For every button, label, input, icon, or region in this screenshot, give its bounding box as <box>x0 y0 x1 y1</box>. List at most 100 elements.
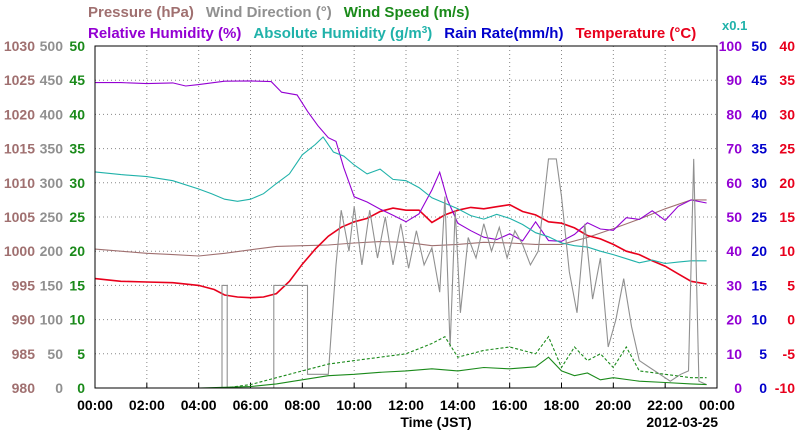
tick-temperature: 40 <box>779 38 795 54</box>
tick-wind-speed: 0 <box>77 380 85 396</box>
tick-wind-speed: 25 <box>69 209 85 225</box>
series-lines <box>94 80 707 389</box>
x-tick-label: 04:00 <box>181 397 217 413</box>
tick-relative-humidity: 80 <box>726 106 742 122</box>
tick-wind-direction: 100 <box>40 312 64 328</box>
tick-relative-humidity: 30 <box>726 277 742 293</box>
tick-pressure: 1020 <box>4 106 35 122</box>
tick-pressure: 980 <box>12 380 36 396</box>
tick-wind-direction: 300 <box>40 175 64 191</box>
tick-wind-speed: 40 <box>69 106 85 122</box>
x-axis-title: Time (JST) <box>400 414 471 430</box>
tick-wind-speed: 30 <box>69 175 85 191</box>
tick-rain-rate: 20 <box>751 243 767 259</box>
tick-wind-direction: 350 <box>40 141 64 157</box>
x-tick-label: 16:00 <box>492 397 528 413</box>
tick-temperature: 0 <box>787 312 795 328</box>
plot-frame <box>94 45 718 389</box>
tick-pressure: 995 <box>12 277 36 293</box>
tick-wind-direction: 0 <box>55 380 63 396</box>
tick-relative-humidity: 10 <box>726 346 742 362</box>
tick-wind-direction: 500 <box>40 38 64 54</box>
legend-entry: Pressure (hPa) <box>88 4 194 21</box>
tick-pressure: 1010 <box>4 175 35 191</box>
tick-rain-rate: 40 <box>751 106 767 122</box>
tick-temperature: 20 <box>779 175 795 191</box>
tick-pressure: 1030 <box>4 38 35 54</box>
legend-entry: Relative Humidity (%) <box>88 25 241 42</box>
right-scale-note: x0.1 <box>722 18 747 33</box>
tick-pressure: 985 <box>12 346 36 362</box>
tick-temperature: 5 <box>787 277 795 293</box>
right-axes: 1009080706050403020100504540353025201510… <box>719 38 796 396</box>
tick-temperature: 15 <box>779 209 795 225</box>
x-tick-label: 20:00 <box>595 397 631 413</box>
tick-pressure: 1025 <box>4 72 35 88</box>
tick-wind-speed: 10 <box>69 312 85 328</box>
x-tick-label: 14:00 <box>440 397 476 413</box>
tick-temperature: 10 <box>779 243 795 259</box>
x-tick-label: 18:00 <box>544 397 580 413</box>
series-temperature <box>94 203 707 299</box>
tick-relative-humidity: 100 <box>719 38 743 54</box>
left-axes: 1030102510201015101010051000995990985980… <box>4 38 85 396</box>
tick-rain-rate: 30 <box>751 175 767 191</box>
tick-wind-speed: 35 <box>69 141 85 157</box>
tick-wind-direction: 450 <box>40 72 64 88</box>
legend-entry: Wind Speed (m/s) <box>344 4 470 21</box>
tick-pressure: 990 <box>12 312 36 328</box>
x-tick-label: 06:00 <box>233 397 269 413</box>
tick-rain-rate: 0 <box>759 380 767 396</box>
tick-temperature: 35 <box>779 72 795 88</box>
tick-rain-rate: 15 <box>751 277 767 293</box>
tick-pressure: 1015 <box>4 141 35 157</box>
x-tick-label: 22:00 <box>647 397 683 413</box>
x-axis-ticks: 00:00 02:00 04:00 06:00 08:00 10:00 12:00 14:00… <box>77 383 735 413</box>
tick-relative-humidity: 70 <box>726 141 742 157</box>
legend-entry: Temperature (°C) <box>575 25 696 42</box>
series-wind-direction <box>95 158 707 389</box>
tick-wind-direction: 250 <box>40 209 64 225</box>
x-tick-label: 00:00 <box>77 397 113 413</box>
tick-wind-direction: 150 <box>40 277 64 293</box>
grid <box>95 46 717 388</box>
tick-wind-direction: 400 <box>40 106 64 122</box>
x-tick-label: 02:00 <box>129 397 165 413</box>
tick-wind-speed: 5 <box>77 346 85 362</box>
series-wind-speed <box>95 356 707 389</box>
tick-relative-humidity: 0 <box>734 380 742 396</box>
tick-relative-humidity: 60 <box>726 175 742 191</box>
x-tick-label: 08:00 <box>284 397 320 413</box>
tick-wind-direction: 50 <box>47 346 63 362</box>
series-absolute-humidity <box>94 136 707 265</box>
x-tick-label: 10:00 <box>336 397 372 413</box>
tick-wind-speed: 15 <box>69 277 85 293</box>
date-label: 2012-03-25 <box>646 414 718 430</box>
tick-rain-rate: 50 <box>751 38 767 54</box>
tick-wind-speed: 50 <box>69 38 85 54</box>
tick-rain-rate: 35 <box>751 141 767 157</box>
tick-relative-humidity: 90 <box>726 72 742 88</box>
tick-temperature: 30 <box>779 106 795 122</box>
tick-temperature: 25 <box>779 141 795 157</box>
x-tick-label: 00:00 <box>699 397 735 413</box>
tick-wind-speed: 20 <box>69 243 85 259</box>
series-wind-speed-gust <box>95 335 707 389</box>
tick-relative-humidity: 50 <box>726 209 742 225</box>
series-pressure <box>94 199 707 257</box>
tick-temperature: -5 <box>783 346 796 362</box>
series-relative-humidity <box>95 80 707 242</box>
tick-pressure: 1000 <box>4 243 35 259</box>
tick-rain-rate: 45 <box>751 72 767 88</box>
x-tick-label: 12:00 <box>388 397 424 413</box>
tick-wind-speed: 45 <box>69 72 85 88</box>
legend-entry: Absolute Humidity (g/m3) <box>253 25 432 43</box>
legend-entry: Rain Rate(mm/h) <box>444 25 563 42</box>
tick-rain-rate: 25 <box>751 209 767 225</box>
legend-top: Pressure (hPa) Wind Direction (°) Wind Spe… <box>88 4 469 21</box>
tick-pressure: 1005 <box>4 209 35 225</box>
tick-relative-humidity: 20 <box>726 312 742 328</box>
legend-entry: Wind Direction (°) <box>206 4 332 21</box>
tick-wind-direction: 200 <box>40 243 64 259</box>
